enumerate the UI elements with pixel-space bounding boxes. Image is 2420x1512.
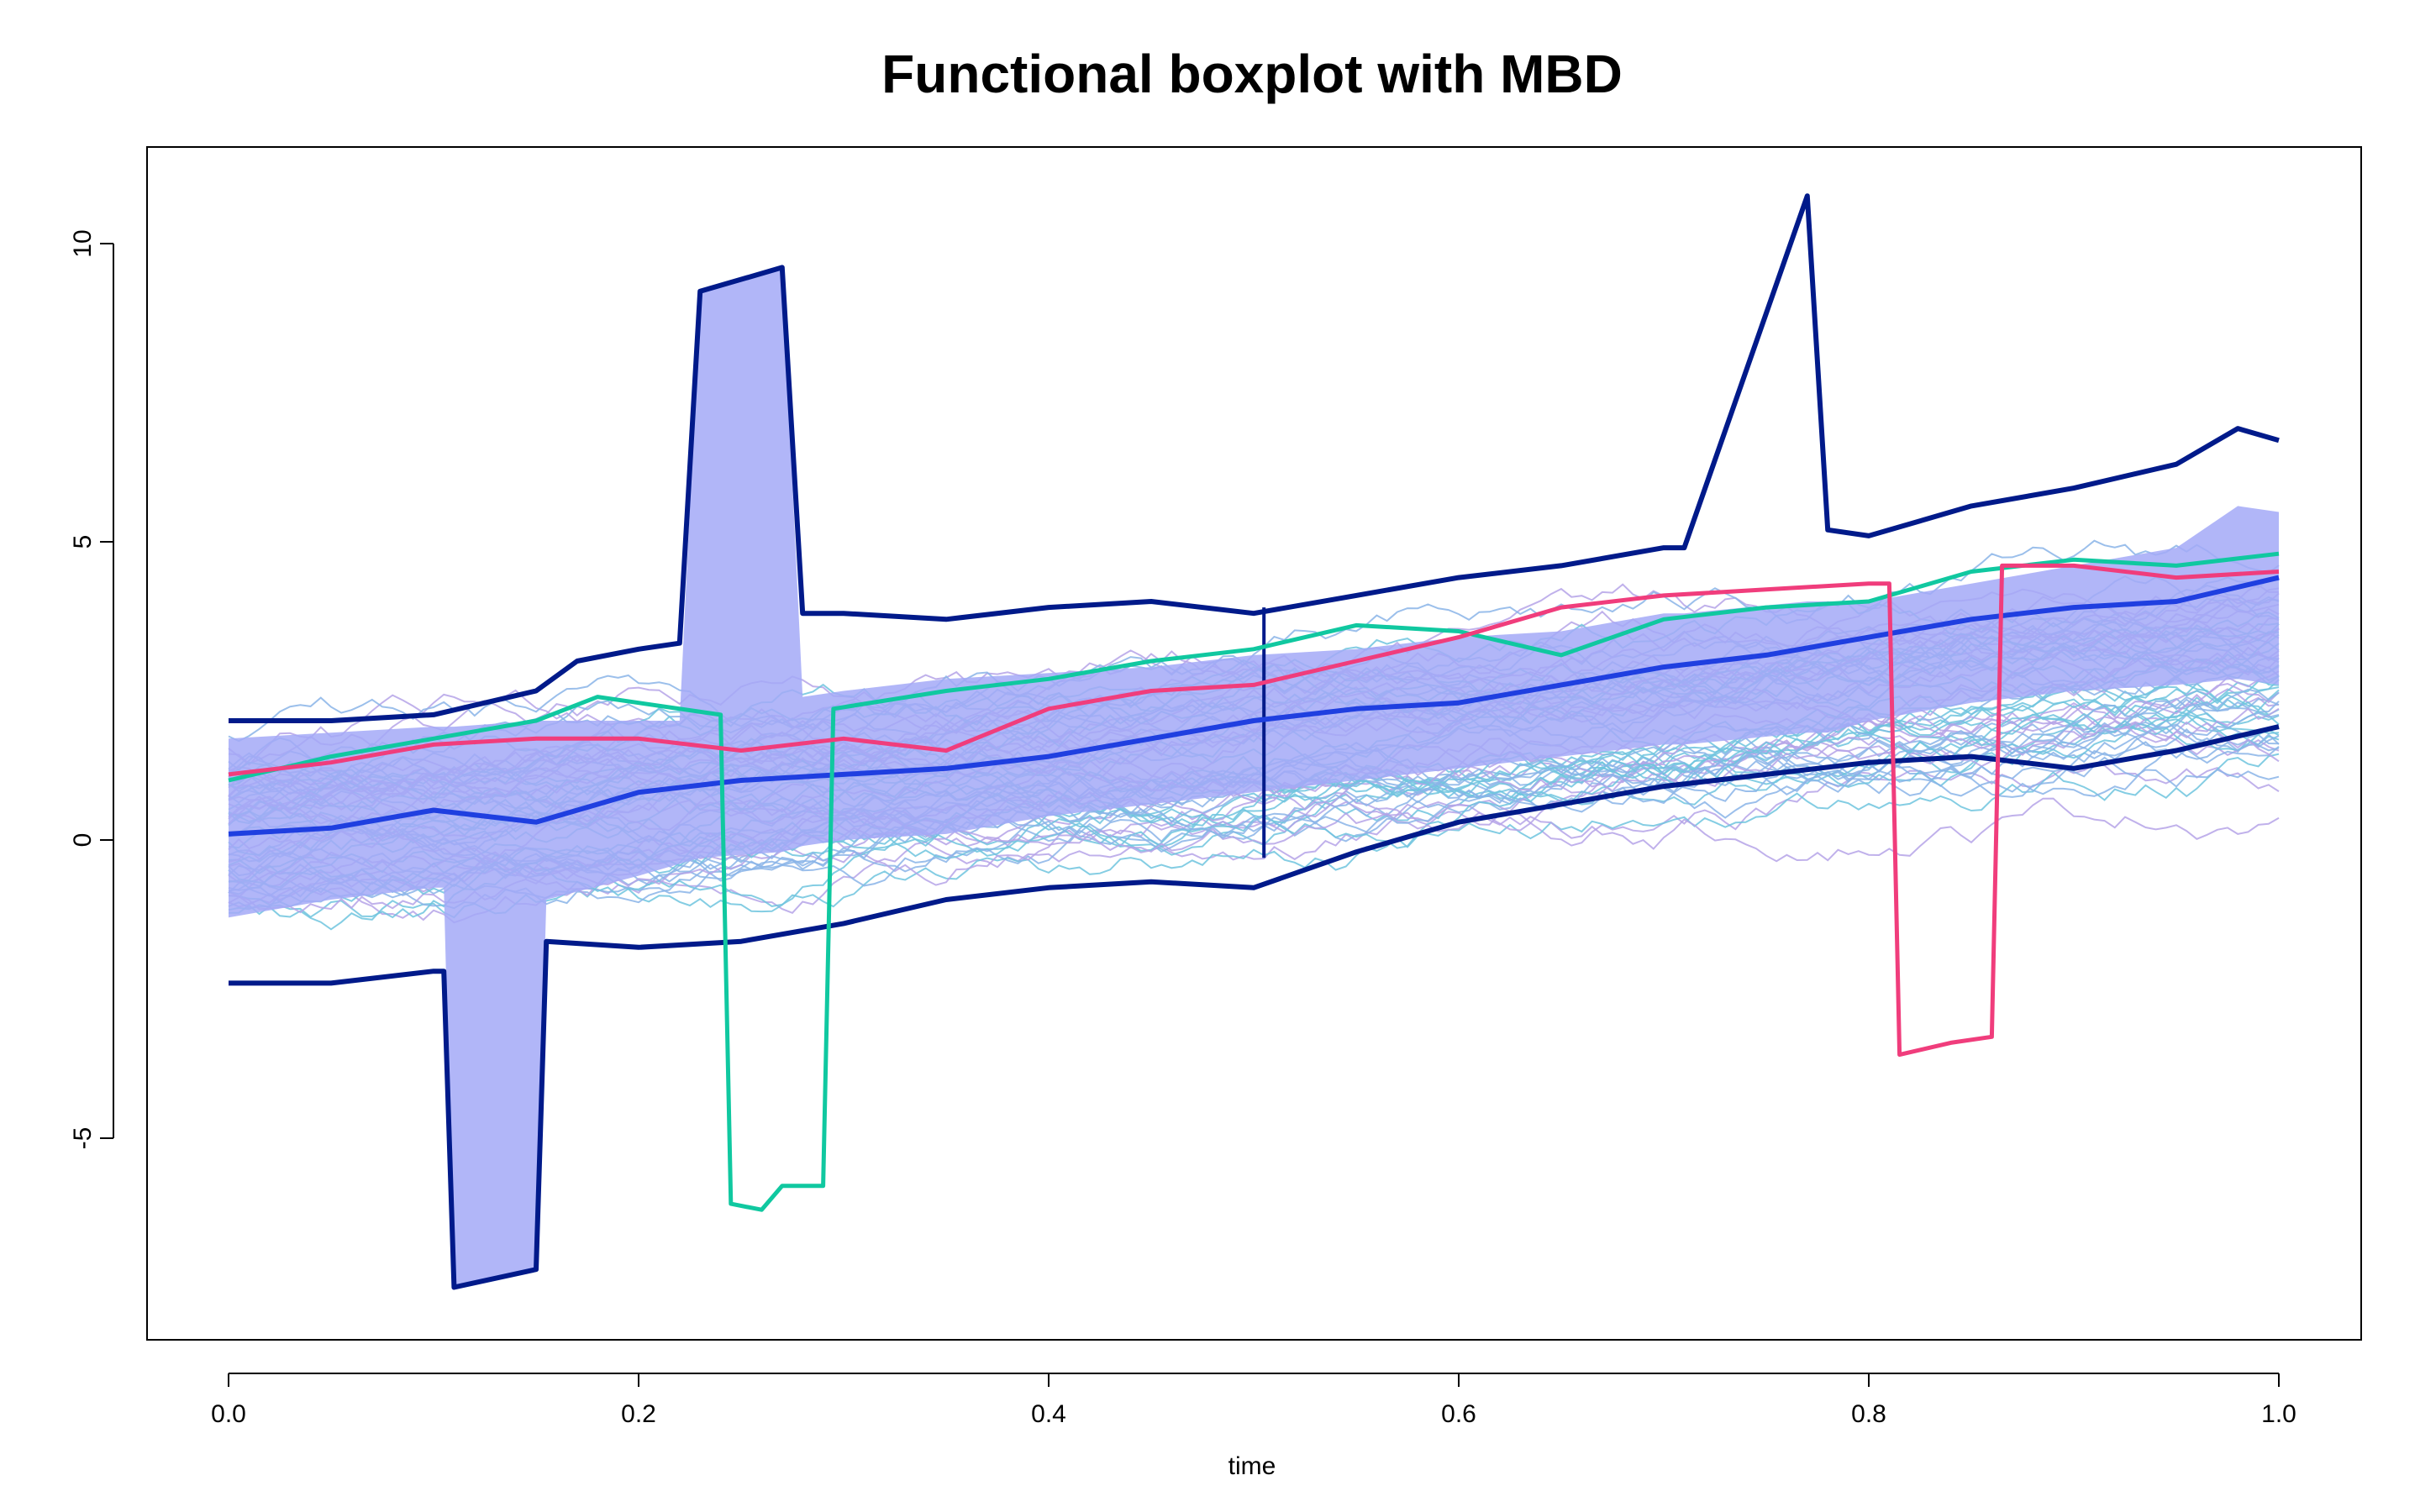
central-region bbox=[229, 267, 2279, 1288]
chart-title: Functional boxplot with MBD bbox=[881, 44, 1623, 104]
sample-curve bbox=[228, 697, 2280, 910]
plot-border bbox=[146, 146, 2362, 1341]
x-tick-label: 0.6 bbox=[1441, 1400, 1476, 1428]
x-tick-label: 0.8 bbox=[1851, 1400, 1886, 1428]
x-axis: 0.0 0.2 0.4 0.6 0.8 1.0 bbox=[211, 1373, 2296, 1428]
y-axis: -5 0 5 10 bbox=[69, 229, 114, 1150]
x-tick-label: 1.0 bbox=[2261, 1400, 2296, 1428]
x-axis-label: time bbox=[1228, 1452, 1276, 1480]
outlier-curve bbox=[228, 563, 2280, 1058]
y-tick-label: -5 bbox=[69, 1127, 97, 1150]
y-tick-label: 5 bbox=[69, 535, 97, 549]
lower-envelope-line bbox=[229, 724, 2280, 1290]
x-tick-label: 0.0 bbox=[211, 1400, 246, 1428]
upper-envelope-line bbox=[229, 193, 2280, 723]
median-line bbox=[228, 575, 2280, 837]
x-tick-label: 0.2 bbox=[621, 1400, 656, 1428]
series-lines bbox=[228, 193, 2280, 1290]
x-tick-label: 0.4 bbox=[1031, 1400, 1066, 1428]
y-tick-label: 0 bbox=[69, 833, 97, 848]
central-region-band bbox=[229, 267, 2279, 1288]
y-tick-label: 10 bbox=[69, 229, 97, 257]
outlier-curve bbox=[228, 551, 2280, 1212]
